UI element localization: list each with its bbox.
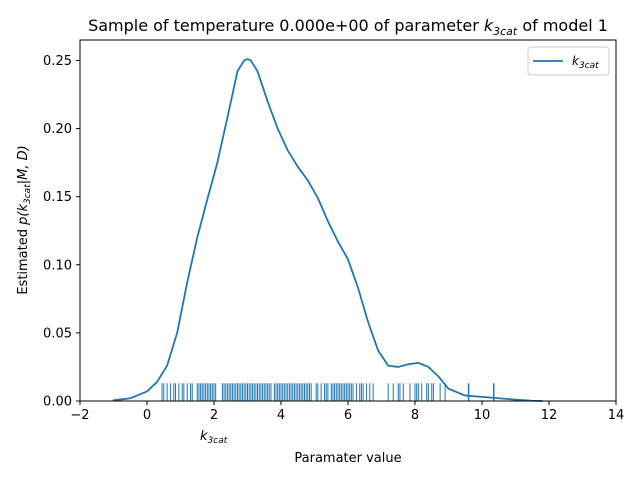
- y-axis-ticks: 0.00 0.05 0.10 0.15 0.20 0.25: [43, 54, 80, 410]
- legend-entry-label: k3cat: [572, 54, 599, 71]
- legend-box: [527, 46, 610, 76]
- chart-title-prefix: Sample of temperature 0.000e+00 of param…: [88, 16, 484, 35]
- x-axis-symbol-label: k3cat: [200, 429, 228, 446]
- legend-entry-main: k: [572, 54, 580, 68]
- x-tick-label: 10: [474, 408, 491, 423]
- y-axis-label: Estimated p(k3cat|M, D): [16, 145, 33, 294]
- x-tick-label: 14: [608, 408, 625, 423]
- x-axis-ticks: −2 0 2 4 6 8 10 12 14: [70, 401, 624, 423]
- y-axis-label-symbol-close: |M, D): [16, 145, 31, 184]
- y-axis-label-prefix: Estimated: [16, 225, 31, 295]
- rug-marks: [161, 383, 495, 401]
- y-tick-label: 0.15: [43, 190, 72, 205]
- y-tick-label: 0.10: [43, 258, 72, 273]
- chart-title-suffix: of model 1: [517, 16, 608, 35]
- series-line-0: [112, 58, 544, 402]
- y-axis-label-symbol-open: p(k: [16, 204, 31, 226]
- x-tick-label: 12: [541, 408, 558, 423]
- x-axis-symbol-main: k: [200, 429, 208, 444]
- x-tick-label: 0: [143, 408, 151, 423]
- legend-entry-sub: 3cat: [579, 61, 599, 71]
- y-tick-label: 0.05: [43, 326, 72, 341]
- x-tick-label: 4: [277, 408, 285, 423]
- y-tick-label: 0.20: [43, 122, 72, 137]
- x-tick-label: 8: [411, 408, 419, 423]
- plot-area: [79, 39, 617, 402]
- x-tick-label: 6: [344, 408, 352, 423]
- density-curve-layer: [112, 58, 544, 402]
- x-tick-label: −2: [70, 408, 89, 423]
- chart-title-symbol: k: [484, 16, 494, 35]
- x-tick-label: 2: [210, 408, 218, 423]
- legend: k3cat: [527, 46, 610, 76]
- y-tick-label: 0.00: [43, 395, 72, 410]
- x-axis-label: Paramater value: [294, 451, 401, 466]
- chart-title-symbol-sub: 3cat: [493, 25, 518, 38]
- chart-title: Sample of temperature 0.000e+00 of param…: [88, 16, 608, 38]
- x-axis-symbol-sub: 3cat: [208, 436, 228, 446]
- y-axis-label-symbol-sub: 3cat: [23, 184, 33, 204]
- y-tick-label: 0.25: [43, 54, 72, 69]
